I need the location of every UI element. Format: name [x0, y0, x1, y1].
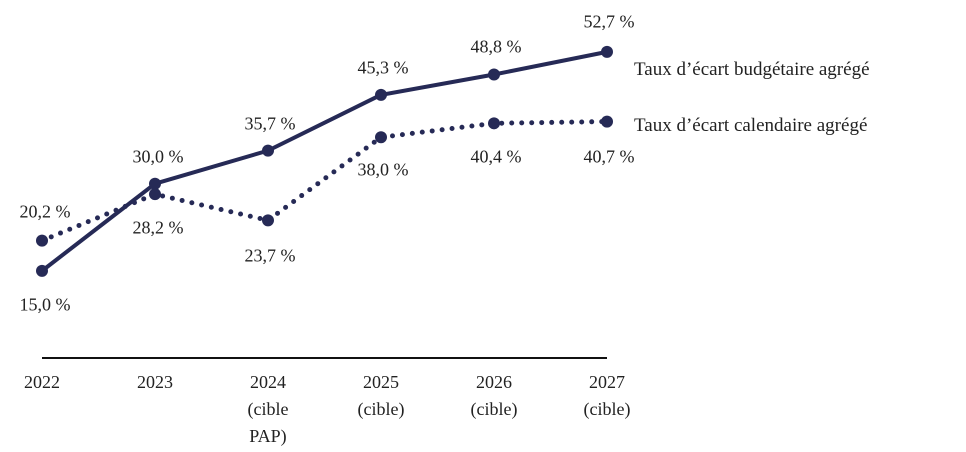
data-point [262, 214, 274, 227]
series-line [39, 119, 610, 244]
data-label: 28,2 % [132, 217, 184, 238]
data-point [36, 264, 48, 277]
data-label: 40,7 % [583, 146, 635, 167]
data-label: 15,0 % [19, 294, 71, 315]
x-tick-label: 2022 [24, 372, 60, 392]
data-point [149, 188, 161, 201]
data-point [149, 177, 161, 190]
data-point [488, 117, 500, 130]
data-point [488, 68, 500, 81]
data-point [262, 144, 274, 157]
data-label: 23,7 % [244, 245, 296, 266]
x-tick-label: 2027 (cible) [583, 372, 631, 419]
data-label: 38,0 % [357, 159, 409, 180]
data-label: 48,8 % [470, 36, 522, 57]
series-line [40, 49, 609, 273]
legend-label: Taux d’écart calendaire agrégé [634, 115, 868, 136]
legend-label: Taux d’écart budgétaire agrégé [634, 59, 870, 80]
x-tick-label: 2025 (cible) [357, 372, 405, 419]
data-label: 35,7 % [244, 113, 296, 134]
data-label: 40,4 % [470, 146, 522, 167]
data-point [36, 234, 48, 247]
data-label: 30,0 % [132, 146, 184, 167]
x-tick-label: 2023 [137, 372, 173, 392]
data-point [601, 45, 613, 58]
data-point [375, 131, 387, 144]
data-label: 45,3 % [357, 57, 409, 78]
data-label: 20,2 % [19, 201, 71, 222]
x-tick-label: 2024 (cible PAP) [247, 372, 289, 446]
data-point [375, 88, 387, 101]
data-point [601, 115, 613, 128]
data-label: 52,7 % [583, 11, 635, 32]
x-tick-label: 2026 (cible) [470, 372, 518, 419]
